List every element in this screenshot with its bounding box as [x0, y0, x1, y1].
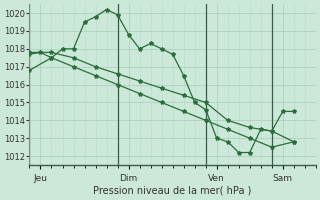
X-axis label: Pression niveau de la mer( hPa ): Pression niveau de la mer( hPa ) [93, 186, 252, 196]
